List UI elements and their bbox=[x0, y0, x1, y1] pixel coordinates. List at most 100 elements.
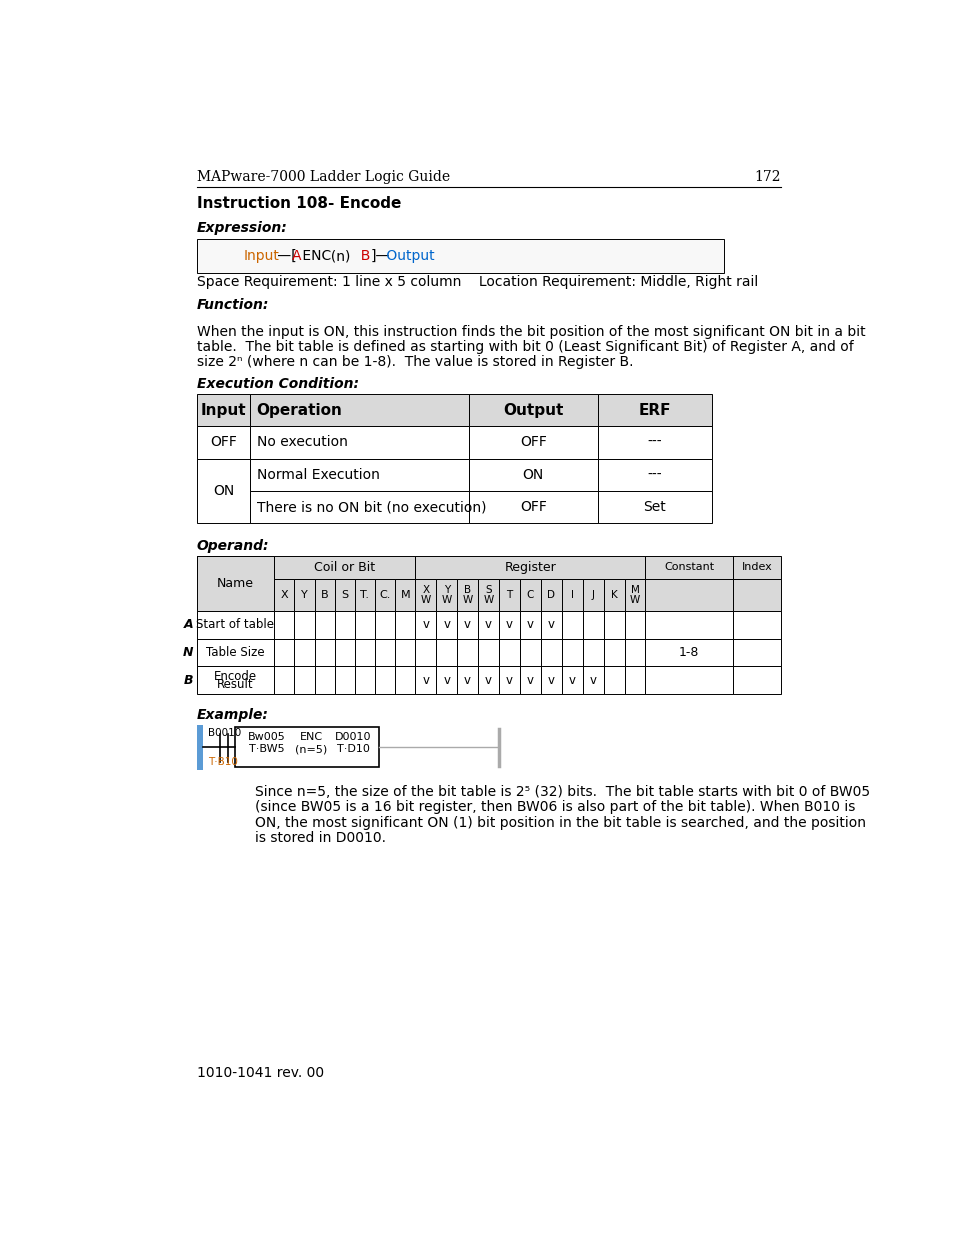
Text: v: v bbox=[422, 619, 429, 631]
Text: ON: ON bbox=[213, 484, 233, 498]
Bar bbox=[335, 579, 355, 611]
Text: B: B bbox=[352, 249, 370, 263]
Bar bbox=[540, 667, 561, 694]
Bar bbox=[561, 667, 582, 694]
Bar bbox=[196, 638, 274, 667]
Bar bbox=[468, 394, 598, 426]
Bar bbox=[436, 579, 456, 611]
Text: (since BW05 is a 16 bit register, then BW06 is also part of the bit table). When: (since BW05 is a 16 bit register, then B… bbox=[254, 800, 854, 814]
Text: M: M bbox=[630, 585, 639, 595]
Bar bbox=[250, 458, 468, 490]
Text: M: M bbox=[400, 590, 410, 600]
Text: Output: Output bbox=[502, 403, 563, 417]
Bar bbox=[732, 667, 781, 694]
Bar bbox=[519, 579, 540, 611]
Text: J: J bbox=[591, 590, 594, 600]
Text: Input: Input bbox=[200, 403, 246, 417]
Bar bbox=[477, 638, 498, 667]
Bar bbox=[598, 490, 711, 524]
Text: Input: Input bbox=[243, 249, 279, 263]
Bar bbox=[468, 490, 598, 524]
Bar bbox=[540, 611, 561, 638]
Bar bbox=[732, 611, 781, 638]
Text: ENC: ENC bbox=[297, 249, 331, 263]
Text: C.: C. bbox=[379, 590, 391, 600]
Bar bbox=[498, 667, 519, 694]
Bar bbox=[456, 579, 477, 611]
Bar bbox=[498, 579, 519, 611]
Bar bbox=[582, 638, 603, 667]
Bar bbox=[603, 611, 624, 638]
Text: Operation: Operation bbox=[256, 403, 342, 417]
Bar bbox=[375, 638, 395, 667]
Bar bbox=[294, 579, 314, 611]
Text: S: S bbox=[341, 590, 348, 600]
Text: Coil or Bit: Coil or Bit bbox=[314, 561, 375, 573]
Bar bbox=[624, 667, 645, 694]
Bar bbox=[477, 667, 498, 694]
Text: Y: Y bbox=[443, 585, 450, 595]
Text: v: v bbox=[547, 674, 555, 687]
Text: v: v bbox=[505, 619, 513, 631]
Text: Operand:: Operand: bbox=[196, 538, 269, 552]
Text: —[: —[ bbox=[274, 249, 296, 263]
Bar bbox=[498, 638, 519, 667]
Bar bbox=[468, 426, 598, 458]
Text: ]—: ]— bbox=[370, 249, 389, 263]
Text: OFF: OFF bbox=[519, 500, 546, 514]
Bar bbox=[355, 638, 375, 667]
Text: Constant: Constant bbox=[663, 562, 714, 572]
Text: D: D bbox=[547, 590, 555, 600]
Bar bbox=[395, 638, 415, 667]
Text: v: v bbox=[484, 619, 492, 631]
Bar bbox=[645, 611, 732, 638]
Text: Index: Index bbox=[740, 562, 772, 572]
Bar bbox=[603, 638, 624, 667]
Text: Y: Y bbox=[301, 590, 308, 600]
Bar bbox=[624, 579, 645, 611]
Bar bbox=[274, 579, 294, 611]
Bar bbox=[375, 611, 395, 638]
Text: Encode: Encode bbox=[213, 669, 256, 683]
Text: Example:: Example: bbox=[196, 708, 269, 722]
Text: No execution: No execution bbox=[256, 436, 347, 450]
Text: ON, the most significant ON (1) bit position in the bit table is searched, and t: ON, the most significant ON (1) bit posi… bbox=[254, 816, 865, 830]
Bar bbox=[294, 638, 314, 667]
Text: v: v bbox=[568, 674, 575, 687]
Text: I: I bbox=[570, 590, 573, 600]
Bar bbox=[624, 638, 645, 667]
Text: Execution Condition:: Execution Condition: bbox=[196, 377, 358, 391]
Bar bbox=[645, 667, 732, 694]
Text: T·B10: T·B10 bbox=[208, 757, 237, 767]
Text: v: v bbox=[443, 619, 450, 631]
Text: W: W bbox=[483, 594, 493, 605]
Bar bbox=[196, 725, 203, 769]
Text: Register: Register bbox=[504, 561, 556, 573]
Bar bbox=[196, 394, 250, 426]
Text: X: X bbox=[422, 585, 429, 595]
Bar bbox=[196, 240, 723, 273]
Text: Instruction 108- Encode: Instruction 108- Encode bbox=[196, 196, 400, 211]
Bar bbox=[196, 458, 250, 524]
Bar bbox=[645, 638, 732, 667]
Bar bbox=[436, 611, 456, 638]
Bar bbox=[196, 426, 250, 458]
Text: W: W bbox=[462, 594, 473, 605]
Bar bbox=[196, 556, 274, 579]
Text: v: v bbox=[463, 619, 471, 631]
Text: Output: Output bbox=[382, 249, 435, 263]
Bar bbox=[732, 556, 781, 579]
Bar bbox=[196, 556, 274, 611]
Bar bbox=[415, 667, 436, 694]
Text: W: W bbox=[629, 594, 639, 605]
Text: 1010-1041 rev. 00: 1010-1041 rev. 00 bbox=[196, 1066, 323, 1079]
Text: v: v bbox=[505, 674, 513, 687]
Text: Result: Result bbox=[217, 678, 253, 690]
Bar bbox=[235, 727, 378, 767]
Bar bbox=[582, 579, 603, 611]
Text: v: v bbox=[547, 619, 555, 631]
Bar bbox=[540, 579, 561, 611]
Bar bbox=[415, 556, 645, 579]
Text: is stored in D0010.: is stored in D0010. bbox=[254, 831, 385, 845]
Text: table.  The bit table is defined as starting with bit 0 (Least Significant Bit) : table. The bit table is defined as start… bbox=[196, 340, 853, 354]
